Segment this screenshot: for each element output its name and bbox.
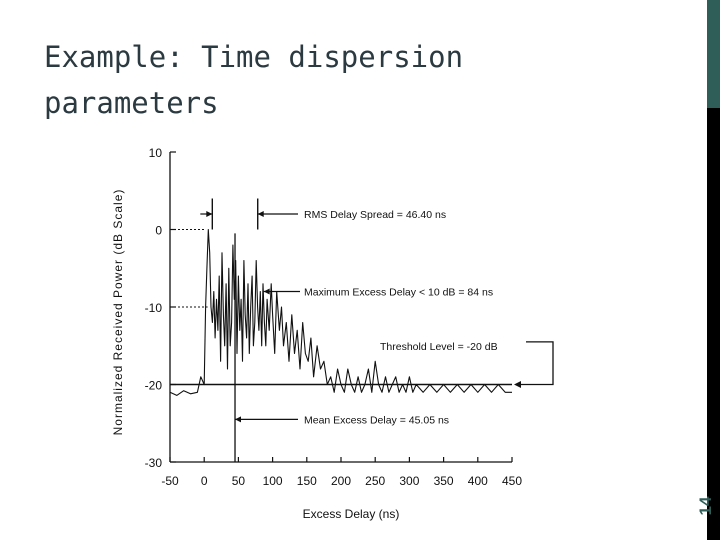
x-tick-label: 50 <box>232 474 246 488</box>
y-tick-label: -30 <box>145 456 163 470</box>
accent-bar <box>707 0 720 108</box>
marks-group <box>169 228 512 462</box>
x-tick-label: 450 <box>502 474 522 488</box>
x-tick-label: 200 <box>331 474 351 488</box>
axes-group: 100-10-20-30-50 0 50 100 150 200 250 300 350 400 4… <box>111 146 522 521</box>
rms-arrowhead-right <box>257 211 264 217</box>
slide-title: Example: Time dispersion parameters <box>44 40 464 120</box>
x-tick-label: 150 <box>297 474 317 488</box>
y-tick-label: 0 <box>155 224 162 238</box>
annotations-group: RMS Delay Spread = 46.40 ns Maximum Exces… <box>200 198 554 426</box>
annotation-threshold: Threshold Level = -20 dB <box>380 341 498 353</box>
y-tick-label: -20 <box>145 379 163 393</box>
x-tick-label: 250 <box>365 474 385 488</box>
x-tick-label: 350 <box>434 474 454 488</box>
power-delay-profile-line <box>169 228 512 396</box>
side-bar <box>707 108 720 540</box>
x-tick-label: 400 <box>468 474 488 488</box>
max-delay-arrowhead <box>263 288 270 295</box>
y-tick-label: 10 <box>149 146 163 160</box>
mean-delay-arrowhead <box>235 416 242 423</box>
x-tick-label: 300 <box>399 474 419 488</box>
annotation-max-delay: Maximum Excess Delay < 10 dB = 84 ns <box>304 287 493 299</box>
y-tick-label: -10 <box>145 301 163 315</box>
x-tick-label: 0 <box>201 474 208 488</box>
x-tick-label: 100 <box>263 474 283 488</box>
threshold-arrowhead <box>514 381 521 388</box>
threshold-bracket <box>520 341 554 386</box>
annotation-rms: RMS Delay Spread = 46.40 ns <box>304 209 446 221</box>
x-tick-label: -50 <box>161 474 179 488</box>
x-axis-label: Excess Delay (ns) <box>303 507 400 521</box>
rms-arrowhead-left <box>206 211 213 217</box>
annotation-mean-delay: Mean Excess Delay = 45.05 ns <box>304 414 449 426</box>
y-axis-label: Normalized Received Power (dB Scale) <box>111 189 125 436</box>
